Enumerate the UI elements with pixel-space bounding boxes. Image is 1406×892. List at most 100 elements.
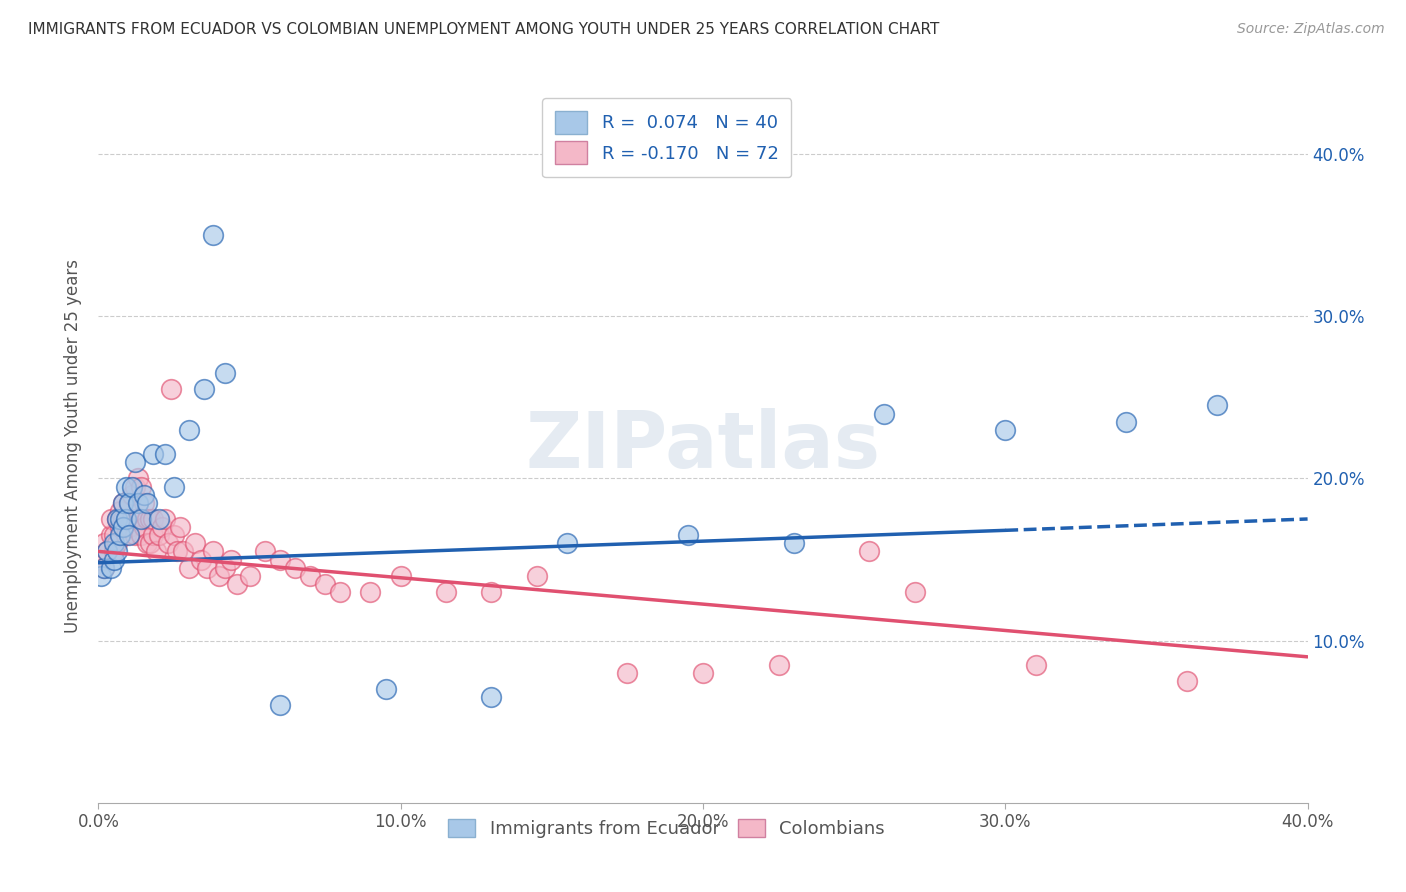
Point xyxy=(139,512,162,526)
Point xyxy=(676,528,699,542)
Point xyxy=(195,560,218,574)
Point xyxy=(111,512,134,526)
Text: Source: ZipAtlas.com: Source: ZipAtlas.com xyxy=(1237,22,1385,37)
Point xyxy=(169,520,191,534)
Point xyxy=(214,366,236,380)
Point xyxy=(221,552,243,566)
Point xyxy=(190,552,212,566)
Text: ZIPatlas: ZIPatlas xyxy=(526,408,880,484)
Point xyxy=(124,528,146,542)
Point xyxy=(172,544,194,558)
Point xyxy=(129,479,152,493)
Point xyxy=(314,577,336,591)
Point xyxy=(121,479,143,493)
Point xyxy=(118,496,141,510)
Point xyxy=(139,536,162,550)
Point xyxy=(783,536,806,550)
Text: IMMIGRANTS FROM ECUADOR VS COLOMBIAN UNEMPLOYMENT AMONG YOUTH UNDER 25 YEARS COR: IMMIGRANTS FROM ECUADOR VS COLOMBIAN UNE… xyxy=(28,22,939,37)
Point xyxy=(389,568,412,582)
Point xyxy=(93,560,115,574)
Point xyxy=(148,528,170,542)
Point xyxy=(108,512,131,526)
Point xyxy=(1175,674,1198,689)
Point xyxy=(166,544,188,558)
Point xyxy=(153,512,176,526)
Point xyxy=(858,544,880,558)
Point xyxy=(135,512,157,526)
Legend: Immigrants from Ecuador, Colombians: Immigrants from Ecuador, Colombians xyxy=(439,810,894,847)
Point xyxy=(111,496,134,510)
Point xyxy=(114,512,136,526)
Point xyxy=(163,479,186,493)
Point xyxy=(202,544,225,558)
Point xyxy=(214,560,236,574)
Point xyxy=(121,512,143,526)
Point xyxy=(100,528,122,542)
Point xyxy=(148,512,170,526)
Point xyxy=(132,520,155,534)
Point xyxy=(284,560,307,574)
Point xyxy=(526,568,548,582)
Point xyxy=(904,585,927,599)
Point xyxy=(193,382,215,396)
Point xyxy=(142,528,165,542)
Point xyxy=(299,568,322,582)
Point xyxy=(105,544,128,558)
Point xyxy=(108,520,131,534)
Point xyxy=(692,666,714,681)
Point xyxy=(118,496,141,510)
Point xyxy=(105,512,128,526)
Point xyxy=(156,536,179,550)
Point xyxy=(127,496,149,510)
Point xyxy=(100,512,122,526)
Point xyxy=(118,528,141,542)
Point xyxy=(226,577,249,591)
Point xyxy=(96,544,118,558)
Point xyxy=(124,455,146,469)
Point xyxy=(114,479,136,493)
Point xyxy=(1115,415,1137,429)
Point xyxy=(1024,657,1046,672)
Point xyxy=(142,447,165,461)
Point xyxy=(114,512,136,526)
Point xyxy=(105,512,128,526)
Point xyxy=(118,520,141,534)
Point xyxy=(127,512,149,526)
Point xyxy=(103,528,125,542)
Point xyxy=(434,585,457,599)
Point xyxy=(90,552,112,566)
Point xyxy=(103,536,125,550)
Point xyxy=(208,568,231,582)
Point xyxy=(129,512,152,526)
Point xyxy=(93,560,115,574)
Point xyxy=(481,690,503,705)
Point xyxy=(135,536,157,550)
Point xyxy=(768,657,790,672)
Point xyxy=(179,560,201,574)
Point xyxy=(239,568,262,582)
Point xyxy=(132,488,155,502)
Point xyxy=(129,528,152,542)
Point xyxy=(114,528,136,542)
Point xyxy=(108,504,131,518)
Point xyxy=(124,479,146,493)
Point xyxy=(96,544,118,558)
Point xyxy=(481,585,503,599)
Point xyxy=(269,698,291,713)
Point xyxy=(108,528,131,542)
Point xyxy=(329,585,352,599)
Point xyxy=(103,552,125,566)
Point xyxy=(121,488,143,502)
Point xyxy=(135,496,157,510)
Point xyxy=(616,666,638,681)
Point xyxy=(253,544,276,558)
Point xyxy=(127,471,149,485)
Point xyxy=(202,228,225,243)
Y-axis label: Unemployment Among Youth under 25 years: Unemployment Among Youth under 25 years xyxy=(65,259,83,633)
Point xyxy=(145,544,167,558)
Point xyxy=(1206,399,1229,413)
Point xyxy=(103,544,125,558)
Point xyxy=(873,407,896,421)
Point xyxy=(150,520,173,534)
Point xyxy=(994,423,1017,437)
